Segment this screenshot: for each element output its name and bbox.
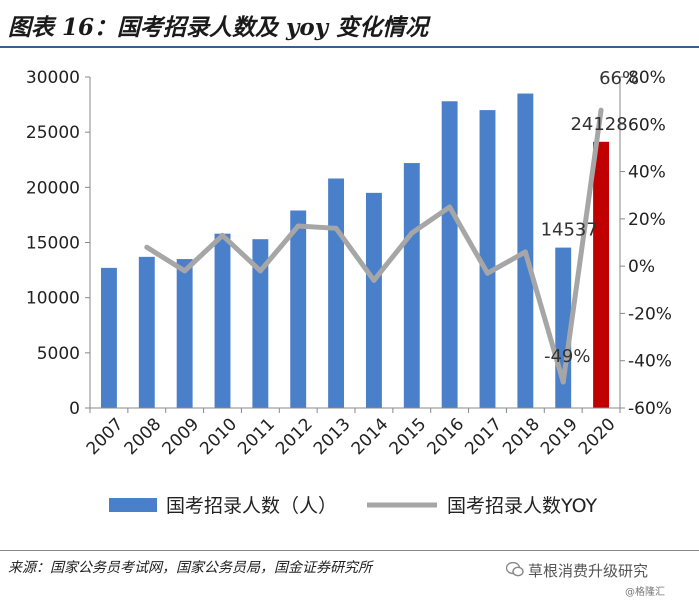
watermark-sub: @格隆汇 bbox=[625, 587, 665, 598]
bar-2020 bbox=[593, 141, 610, 409]
bar-2012 bbox=[290, 210, 307, 408]
annotation-layer: 14537 24128 -49% 66% bbox=[541, 68, 639, 367]
left-tick-label: 5000 bbox=[37, 344, 80, 364]
x-tick-label: 2016 bbox=[423, 414, 468, 459]
yoy-point-2008 bbox=[144, 244, 150, 250]
yoy-point-2016 bbox=[447, 204, 453, 210]
left-tick-label: 20000 bbox=[26, 178, 80, 198]
x-tick-label: 2009 bbox=[158, 414, 203, 459]
legend-bar-swatch bbox=[109, 498, 157, 512]
right-tick-label: 40% bbox=[628, 163, 666, 183]
left-tick-label: 15000 bbox=[26, 234, 80, 254]
x-tick-label: 2007 bbox=[83, 414, 128, 459]
legend-bar-label: 国考招录人数（人） bbox=[166, 495, 337, 517]
left-tick-label: 30000 bbox=[26, 68, 80, 88]
right-tick-label: 20% bbox=[628, 210, 666, 230]
yoy-point-2020 bbox=[598, 107, 604, 113]
x-tick-label: 2015 bbox=[386, 414, 431, 459]
annotation-2020-value: 24128 bbox=[570, 114, 627, 135]
title-bar: 图表 16：国考招录人数及 yoy 变化情况 bbox=[0, 0, 699, 48]
annotation-2019-value: 14537 bbox=[541, 220, 598, 241]
yoy-point-2018 bbox=[522, 249, 528, 255]
bar-2011 bbox=[252, 239, 269, 408]
page-title: 图表 16：国考招录人数及 yoy 变化情况 bbox=[8, 14, 429, 41]
x-tick-label: 2012 bbox=[272, 414, 317, 459]
yoy-point-2014 bbox=[371, 277, 377, 283]
right-tick-label: -40% bbox=[628, 352, 672, 372]
watermark-text: 草根消费升级研究 bbox=[528, 562, 649, 580]
yoy-point-2012 bbox=[295, 223, 301, 229]
right-tick-label: 80% bbox=[628, 68, 666, 88]
yoy-point-2017 bbox=[485, 270, 490, 276]
yoy-point-2019 bbox=[560, 379, 566, 385]
left-tick-label: 0 bbox=[69, 399, 80, 419]
x-tick-label: 2008 bbox=[121, 414, 166, 459]
x-tick-label: 2014 bbox=[348, 414, 393, 459]
yoy-point-2009 bbox=[182, 268, 188, 274]
right-tick-label: 60% bbox=[628, 115, 666, 135]
x-tick-label: 2018 bbox=[499, 414, 544, 459]
wechat-icon bbox=[505, 561, 524, 581]
bar-2009 bbox=[176, 259, 193, 408]
bar-2013 bbox=[328, 178, 345, 408]
yoy-point-2010 bbox=[220, 232, 225, 238]
bar-2016 bbox=[441, 101, 458, 409]
x-tick-label: 2017 bbox=[461, 414, 506, 459]
right-tick-label: -20% bbox=[628, 304, 672, 324]
x-tick-label: 2019 bbox=[537, 414, 582, 459]
chart: 0 5000 10000 15000 20000 25000 30000 -60% -40% -2… bbox=[26, 68, 672, 517]
bar-2014 bbox=[365, 192, 382, 408]
x-tick-label: 2011 bbox=[234, 414, 279, 459]
yoy-point-2011 bbox=[257, 268, 263, 274]
x-tick-label: 2020 bbox=[575, 414, 620, 459]
source-note: 来源：国家公务员考试网，国家公务员局，国金证券研究所 bbox=[8, 560, 372, 576]
source-divider bbox=[0, 550, 699, 551]
yoy-point-2013 bbox=[333, 225, 339, 231]
left-tick-label: 10000 bbox=[26, 289, 80, 309]
bar-2017 bbox=[479, 110, 496, 408]
right-tick-label: -60% bbox=[628, 399, 672, 419]
annotation-2019-yoy: -49% bbox=[544, 346, 591, 367]
watermark: 草根消费升级研究 bbox=[505, 560, 649, 581]
axes-layer bbox=[85, 76, 625, 413]
legend: 国考招录人数（人） 国考招录人数YOY bbox=[109, 495, 597, 517]
yoy-point-2015 bbox=[409, 230, 415, 236]
x-tick-label: 2013 bbox=[310, 414, 355, 459]
annotation-2020-yoy: 66% bbox=[599, 68, 639, 89]
left-tick-label: 25000 bbox=[26, 123, 80, 143]
bar-2010 bbox=[214, 233, 231, 408]
right-tick-label: 0% bbox=[628, 257, 655, 277]
x-tick-label: 2010 bbox=[196, 414, 241, 459]
bar-2015 bbox=[403, 163, 420, 408]
bar-2007 bbox=[100, 267, 117, 408]
bar-2008 bbox=[138, 256, 155, 408]
legend-line-label: 国考招录人数YOY bbox=[447, 495, 597, 517]
title-divider bbox=[0, 46, 699, 48]
line-layer bbox=[144, 107, 604, 385]
